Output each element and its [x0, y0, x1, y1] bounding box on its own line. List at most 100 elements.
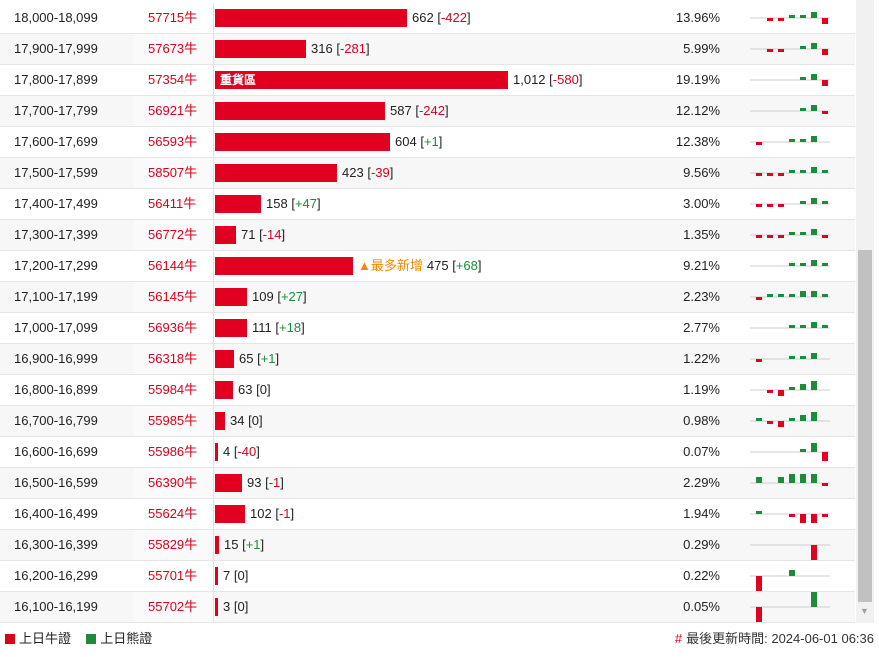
trend-sparkline: [750, 167, 830, 176]
quantity-value: 3 [0]: [223, 599, 249, 614]
quantity-change: +27: [280, 289, 303, 304]
cbbc-code-link[interactable]: 56144牛: [134, 251, 214, 281]
sparkline-bar: [822, 170, 828, 173]
sparkline-bar: [756, 359, 762, 362]
quantity-count: 316: [311, 41, 333, 56]
quantity-bar: [215, 9, 407, 27]
table-row: 17,400-17,499 56411牛 158 [+47] 3.00%: [0, 189, 855, 220]
cbbc-code-link[interactable]: 55624牛: [134, 499, 214, 529]
quantity-count: 65: [239, 351, 254, 366]
sparkline-bar: [822, 514, 828, 517]
sparkline-bar: [789, 570, 795, 576]
sparkline-bar: [800, 263, 806, 266]
sparkline-bar: [800, 108, 806, 111]
table-row: 16,300-16,399 55829牛 15 [+1] 0.29%: [0, 530, 855, 561]
sparkline-bar: [756, 576, 762, 591]
cbbc-code-link[interactable]: 55702牛: [134, 592, 214, 622]
sparkline-bar: [778, 18, 784, 21]
quantity-count: 475: [426, 258, 449, 273]
scroll-down-arrow-icon[interactable]: ▼: [860, 606, 869, 616]
quantity-count: 102: [250, 506, 272, 521]
percentage: 9.56%: [683, 165, 720, 180]
percentage: 19.19%: [675, 72, 720, 87]
legend-bear-label: 上日熊證: [100, 631, 153, 646]
quantity-count: 4: [223, 444, 231, 459]
bull-swatch: [5, 634, 15, 644]
sparkline-bar: [789, 474, 795, 483]
quantity-count: 158: [266, 196, 288, 211]
percentage: 1.35%: [683, 227, 720, 242]
cbbc-code-link[interactable]: 55986牛: [134, 437, 214, 467]
scrollbar-thumb[interactable]: [858, 250, 872, 602]
cbbc-code-link[interactable]: 55829牛: [134, 530, 214, 560]
price-range: 16,100-16,199: [14, 599, 98, 614]
quantity-count: 3: [223, 599, 231, 614]
cbbc-code-link[interactable]: 56145牛: [134, 282, 214, 312]
hash-icon: #: [674, 631, 683, 646]
cbbc-code-link[interactable]: 57354牛: [134, 65, 214, 95]
price-range: 17,100-17,199: [14, 289, 98, 304]
cbbc-code-link[interactable]: 55985牛: [134, 406, 214, 436]
quantity-change: -40: [237, 444, 257, 459]
trend-sparkline: [750, 322, 830, 329]
cbbc-code-link[interactable]: 57715牛: [134, 3, 214, 33]
cbbc-code-link[interactable]: 55701牛: [134, 561, 214, 591]
sparkline-bar: [811, 260, 817, 266]
quantity-change: +1: [260, 351, 276, 366]
quantity-bar: [215, 102, 385, 120]
quantity-change: 0: [237, 568, 245, 583]
table-row: 17,200-17,299 56144牛 ▲最多新增 475 [+68] 9.21%: [0, 251, 855, 282]
sparkline-bar: [756, 173, 762, 176]
sparkline-bar: [811, 474, 817, 483]
cbbc-code-link[interactable]: 56921牛: [134, 96, 214, 126]
legend: 上日牛證 上日熊證: [5, 631, 152, 647]
cbbc-code-link[interactable]: 56593牛: [134, 127, 214, 157]
quantity-bar: [215, 536, 219, 554]
price-range: 16,400-16,499: [14, 506, 98, 521]
cbbc-code-link[interactable]: 55984牛: [134, 375, 214, 405]
quantity-value: ▲最多新增 475 [+68]: [358, 258, 482, 273]
trend-sparkline: [750, 353, 830, 362]
sparkline-bar: [811, 381, 817, 390]
cbbc-code-link[interactable]: 56772牛: [134, 220, 214, 250]
percentage: 12.12%: [675, 103, 720, 118]
quantity-count: 71: [241, 227, 256, 242]
cbbc-code-link[interactable]: 58507牛: [134, 158, 214, 188]
cbbc-code-link[interactable]: 56318牛: [134, 344, 214, 374]
cbbc-code-link[interactable]: 57673牛: [134, 34, 214, 64]
trend-sparkline: [750, 592, 830, 622]
sparkline-bar: [800, 139, 806, 142]
sparkline-bar: [811, 43, 817, 49]
sparkline-bar: [811, 229, 817, 235]
quantity-value: 7 [0]: [223, 568, 249, 583]
table-row: 18,000-18,099 57715牛 662 [-422] 13.96%: [0, 3, 855, 34]
cbbc-code-link[interactable]: 56390牛: [134, 468, 214, 498]
quantity-change: +18: [279, 320, 302, 335]
price-range: 16,700-16,799: [14, 413, 98, 428]
quantity-count: 604: [395, 134, 417, 149]
quantity-count: 111: [252, 320, 272, 335]
trend-sparkline: [750, 198, 830, 207]
percentage: 0.05%: [683, 599, 720, 614]
quantity-bar: [215, 474, 242, 492]
percentage: 2.23%: [683, 289, 720, 304]
table-row: 17,300-17,399 56772牛 71 [-14] 1.35%: [0, 220, 855, 251]
sparkline-bar: [822, 49, 828, 55]
sparkline-bar: [778, 235, 784, 238]
sparkline-bar: [789, 139, 795, 142]
quantity-bar: [215, 567, 218, 585]
cbbc-code-link[interactable]: 56411牛: [134, 189, 214, 219]
quantity-bar: [215, 40, 306, 58]
sparkline-bar: [811, 167, 817, 173]
table-row: 16,400-16,499 55624牛 102 [-1] 1.94%: [0, 499, 855, 530]
sparkline-bar: [800, 325, 806, 328]
sparkline-bar: [811, 322, 817, 328]
cbbc-code-link[interactable]: 56936牛: [134, 313, 214, 343]
sparkline-bar: [811, 136, 817, 142]
quantity-change: -1: [278, 506, 291, 521]
table-row: 16,500-16,599 56390牛 93 [-1] 2.29%: [0, 468, 855, 499]
scrollbar[interactable]: ▼: [856, 0, 874, 623]
trend-sparkline: [750, 544, 830, 560]
percentage: 0.22%: [683, 568, 720, 583]
quantity-change: -1: [268, 475, 281, 490]
